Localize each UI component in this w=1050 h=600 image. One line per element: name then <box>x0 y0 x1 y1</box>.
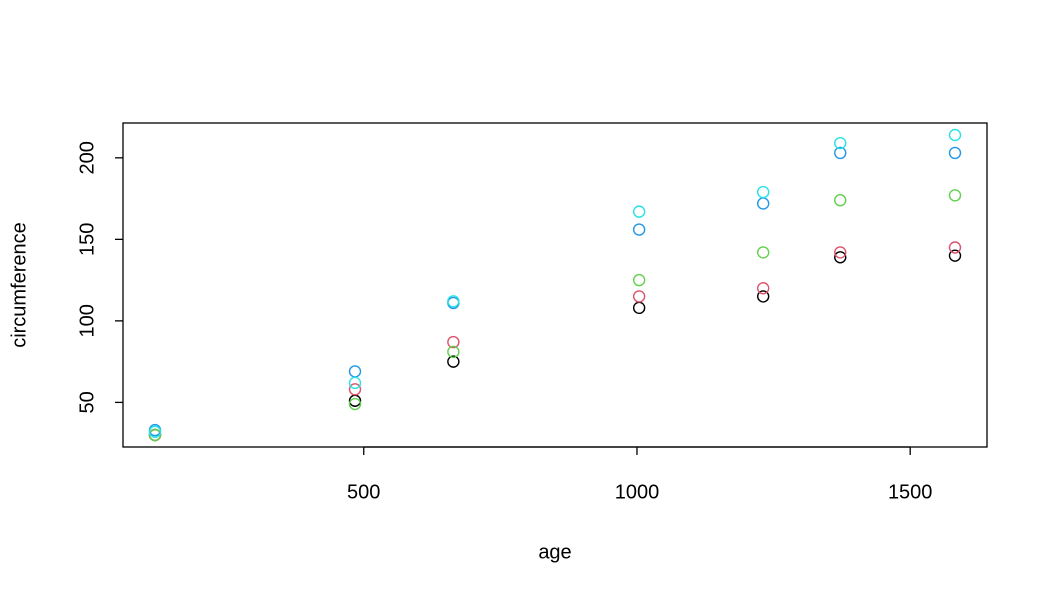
point <box>447 295 460 308</box>
point <box>948 249 962 262</box>
x-tick-label: 1000 <box>615 481 660 503</box>
point <box>632 205 646 218</box>
y-tick-label: 200 <box>76 141 98 174</box>
point <box>948 128 962 142</box>
point <box>756 290 770 303</box>
point <box>834 136 847 150</box>
point <box>834 194 847 207</box>
y-tick-label: 150 <box>76 223 98 256</box>
y-axis-label: circumference <box>8 222 30 348</box>
y-tick-label: 100 <box>76 304 98 337</box>
plot-box <box>122 122 988 448</box>
point <box>348 365 362 378</box>
point <box>348 376 362 390</box>
point <box>756 282 770 295</box>
point <box>756 246 770 259</box>
x-tick-label: 500 <box>347 481 380 503</box>
point <box>148 425 162 438</box>
point <box>948 146 962 160</box>
point <box>447 355 460 368</box>
x-axis-label: age <box>538 541 571 563</box>
point <box>948 241 962 254</box>
point <box>834 146 847 160</box>
point <box>834 246 847 259</box>
point <box>632 301 646 315</box>
point <box>447 335 460 349</box>
point <box>756 185 770 199</box>
point <box>834 251 847 264</box>
x-tick-label: 1500 <box>888 481 933 503</box>
point <box>447 345 460 359</box>
point <box>948 189 962 202</box>
point <box>348 383 362 396</box>
y-tick-label: 50 <box>76 391 98 413</box>
point <box>348 397 362 411</box>
point <box>632 273 646 287</box>
point <box>632 290 646 303</box>
point <box>148 428 162 442</box>
point <box>756 197 770 210</box>
point <box>632 223 646 236</box>
